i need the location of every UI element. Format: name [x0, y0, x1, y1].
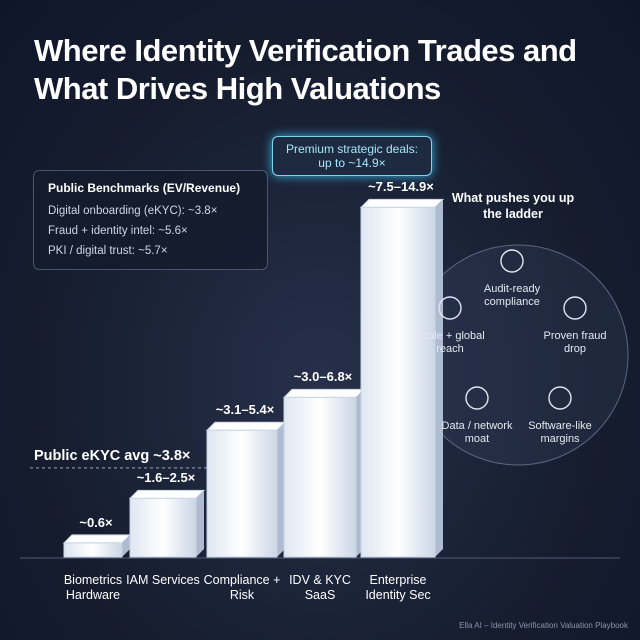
- bar: [360, 206, 436, 558]
- driver-label: Data / network moat: [441, 420, 513, 445]
- bar-side: [196, 490, 204, 557]
- driver-label: Proven fraud drop: [543, 330, 607, 355]
- bar: [206, 429, 278, 558]
- driver-icon: [563, 296, 587, 320]
- bar-top: [62, 534, 132, 544]
- x-tick-label: IAM Services: [126, 573, 200, 587]
- bar: [129, 497, 197, 558]
- value-label: ~3.1–5.4×: [215, 402, 275, 418]
- bar-top: [205, 421, 287, 431]
- bar-side: [277, 422, 285, 557]
- driver-label: Audit-ready compliance: [483, 283, 541, 308]
- bar-top: [282, 388, 366, 398]
- driver-icon: [548, 386, 572, 410]
- footer: Ella AI – Identity Verification Valuatio…: [459, 621, 628, 630]
- bar: [63, 542, 123, 558]
- driver-label: Software-like margins: [528, 420, 592, 445]
- driver-icon: [500, 249, 524, 273]
- bar-side: [435, 199, 443, 557]
- drivers-title: What pushes you up the ladder: [451, 191, 575, 221]
- bar-side: [122, 534, 130, 557]
- callout: Premium strategic deals: up to ~14.9×: [272, 136, 432, 176]
- reference-label: Public eKYC avg ~3.8×: [34, 447, 191, 464]
- x-tick-label: IDV & KYC SaaS: [289, 573, 351, 602]
- x-tick-label: Compliance + Risk: [203, 573, 281, 602]
- value-label: ~0.6×: [79, 514, 113, 530]
- benchmark-item: Digital onboarding (eKYC): ~3.8×: [48, 205, 218, 217]
- benchmark-box: Public Benchmarks (EV/Revenue) Digital o…: [33, 170, 268, 270]
- benchmark-item: PKI / digital trust: ~5.7×: [48, 245, 168, 257]
- driver-label: Scale + global reach: [415, 330, 485, 355]
- value-label: ~7.5–14.9×: [368, 179, 434, 195]
- benchmark-item: Fraud + identity intel: ~5.6×: [48, 225, 188, 237]
- bar: [283, 396, 357, 558]
- driver-icon: [438, 296, 462, 320]
- bar-top: [128, 489, 206, 499]
- value-label: ~1.6–2.5×: [136, 470, 196, 486]
- chart-title: Where Identity Verification Trades and W…: [34, 33, 577, 106]
- benchmark-title: Public Benchmarks (EV/Revenue): [48, 181, 241, 195]
- value-label: ~3.0–6.8×: [293, 369, 353, 385]
- driver-icon: [465, 386, 489, 410]
- x-tick-label: Biometrics Hardware: [63, 573, 123, 602]
- bar-top: [359, 198, 445, 208]
- x-tick-label: Enterprise Identity Sec: [365, 573, 431, 602]
